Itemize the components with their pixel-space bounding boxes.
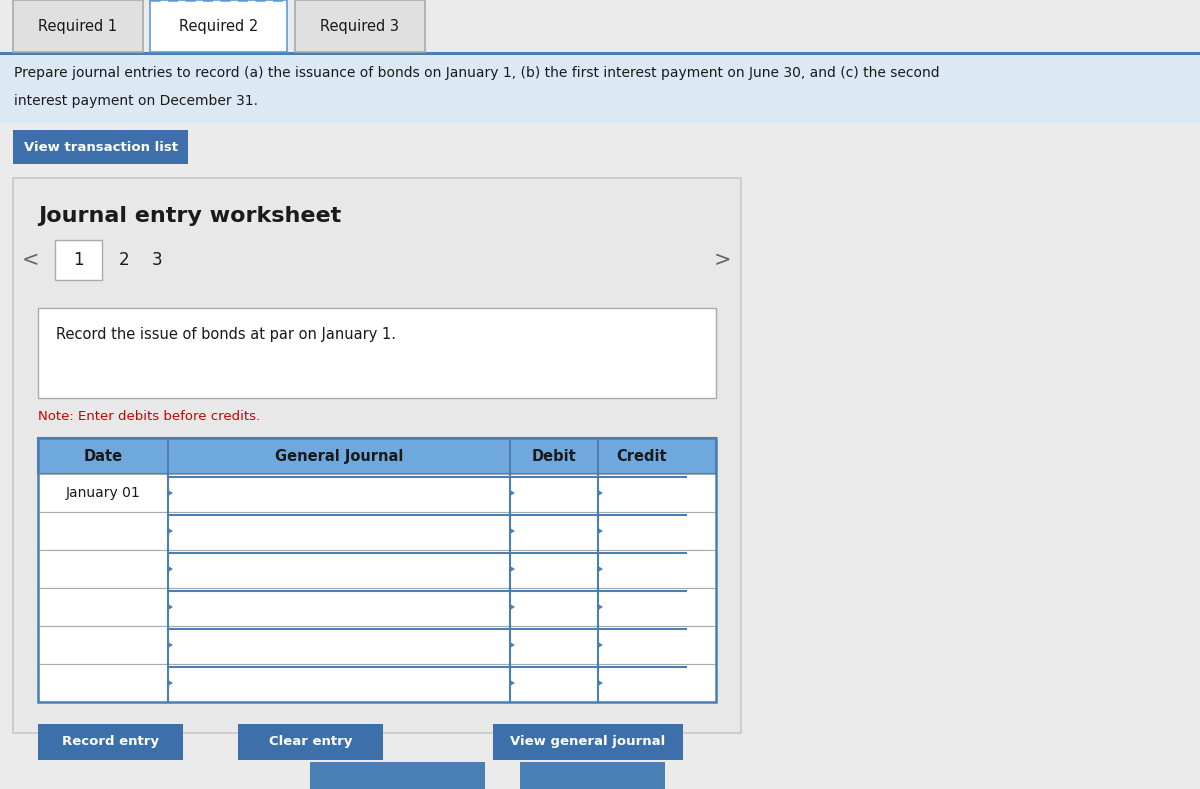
Bar <box>520 762 665 789</box>
Text: 2: 2 <box>119 251 130 269</box>
Text: Prepare journal entries to record (a) the issuance of bonds on January 1, (b) th: Prepare journal entries to record (a) th… <box>14 66 940 80</box>
Text: <: < <box>23 250 40 270</box>
Bar <box>55 240 102 280</box>
Text: Required 1: Required 1 <box>38 18 118 33</box>
Bar <box>38 550 716 588</box>
Bar <box>38 308 716 398</box>
Bar <box>13 130 188 164</box>
Text: View general journal: View general journal <box>510 735 666 749</box>
Bar <box>38 724 182 760</box>
Text: interest payment on December 31.: interest payment on December 31. <box>14 94 258 108</box>
Bar <box>493 724 683 760</box>
Bar <box>38 626 716 664</box>
Bar <box>0 55 1200 123</box>
Bar <box>310 762 485 789</box>
Text: Credit: Credit <box>617 448 667 463</box>
Text: Journal entry worksheet: Journal entry worksheet <box>38 206 341 226</box>
Text: General Journal: General Journal <box>275 448 403 463</box>
Bar <box>295 0 425 52</box>
Bar <box>38 512 716 550</box>
Text: Required 2: Required 2 <box>179 18 258 33</box>
Text: 3: 3 <box>151 251 162 269</box>
Text: Required 3: Required 3 <box>320 18 400 33</box>
Text: Note: Enter debits before credits.: Note: Enter debits before credits. <box>38 409 260 422</box>
Bar <box>13 178 742 733</box>
Text: Date: Date <box>84 448 122 463</box>
Text: Record entry: Record entry <box>62 735 158 749</box>
Bar <box>0 52 1200 55</box>
Bar <box>238 724 383 760</box>
Text: 1: 1 <box>73 251 84 269</box>
Text: View transaction list: View transaction list <box>24 140 178 154</box>
Text: Clear entry: Clear entry <box>269 735 352 749</box>
Text: Record the issue of bonds at par on January 1.: Record the issue of bonds at par on Janu… <box>56 327 396 342</box>
Text: Debit: Debit <box>532 448 576 463</box>
Text: >: > <box>714 250 732 270</box>
Bar <box>38 438 716 474</box>
Bar <box>150 0 287 52</box>
Bar <box>38 664 716 702</box>
Bar <box>38 588 716 626</box>
Bar <box>13 0 143 52</box>
Bar <box>38 474 716 512</box>
Bar <box>38 438 716 702</box>
Text: January 01: January 01 <box>66 486 140 500</box>
